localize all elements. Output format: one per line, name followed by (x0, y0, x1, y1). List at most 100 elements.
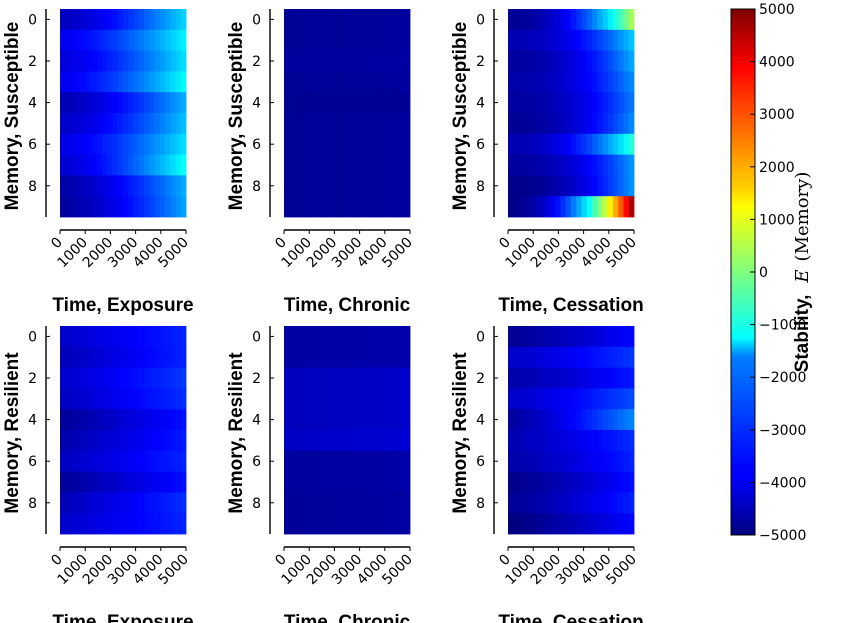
heatmap-cell (618, 50, 624, 72)
heatmap-cell (159, 409, 166, 431)
heatmap-cell (331, 388, 337, 410)
heatmap-cell (159, 492, 166, 514)
heatmap-cell (165, 50, 171, 72)
heatmap-cell (112, 50, 119, 72)
heatmap-cell (394, 471, 400, 493)
heatmap-cell (628, 92, 635, 114)
heatmap-cell (81, 196, 87, 218)
heatmap-cell (592, 92, 598, 114)
heatmap-cell (623, 346, 630, 368)
heatmap-cell (294, 29, 301, 51)
heatmap-stripe (306, 9, 308, 217)
heatmap-stripe (383, 326, 385, 534)
heatmap-cell (394, 71, 400, 93)
heatmap-cell (555, 471, 561, 493)
heatmap-cell (602, 9, 609, 31)
y-axis-label: Memory, Susceptible (450, 22, 471, 211)
heatmap-cell (592, 367, 598, 389)
heatmap-cell (347, 450, 353, 472)
heatmap-cell (284, 367, 290, 389)
heatmap-cell (86, 29, 92, 51)
heatmap-cell (523, 409, 530, 431)
heatmap-cell (539, 492, 546, 514)
heatmap-stripe (292, 326, 294, 534)
heatmap-cell (81, 92, 87, 114)
heatmap-cell (523, 175, 530, 197)
heatmap-cell (144, 471, 150, 493)
heatmap-cell (315, 113, 322, 135)
heatmap-cell (576, 9, 582, 31)
heatmap-cell (331, 50, 337, 72)
heatmap-cell (60, 409, 66, 431)
heatmap-cell (331, 492, 337, 514)
heatmap-cell (138, 326, 145, 348)
heatmap-cell (613, 196, 619, 218)
heatmap-cell (336, 113, 343, 135)
heatmap-cell (159, 196, 166, 218)
heatmap-cell (586, 29, 593, 51)
heatmap-cell (586, 492, 593, 514)
heatmap-cell (592, 71, 598, 93)
heatmap-cell (310, 71, 316, 93)
heatmap-cell (534, 513, 540, 535)
heatmap-cell (352, 133, 358, 155)
heatmap-cell (571, 29, 577, 51)
heatmap-cell (341, 113, 348, 135)
y-tick-label: 6 (252, 137, 261, 153)
heatmap-cell (378, 50, 385, 72)
heatmap-cell (362, 471, 369, 493)
heatmap-cell (560, 326, 567, 348)
heatmap-cell (294, 471, 301, 493)
heatmap-cell (180, 388, 187, 410)
heatmap-cell (394, 133, 400, 155)
heatmap-stripe (357, 9, 359, 217)
heatmap-cell (518, 346, 525, 368)
heatmap-cell (60, 346, 66, 368)
heatmap-cell (107, 388, 113, 410)
heatmap-cell (81, 430, 87, 452)
heatmap-cell (310, 513, 316, 535)
heatmap-cell (128, 346, 134, 368)
heatmap-cell (544, 92, 551, 114)
heatmap-cell (170, 388, 176, 410)
heatmap-cell (534, 367, 540, 389)
heatmap-cell (571, 450, 577, 472)
colorbar-tick-label: −4000 (759, 475, 806, 491)
heatmap-cell (571, 196, 577, 218)
heatmap-cell (165, 92, 171, 114)
heatmap-cell (331, 513, 337, 535)
heatmap-cell (357, 154, 364, 176)
heatmap-cell (362, 175, 369, 197)
heatmap-cell (165, 154, 171, 176)
heatmap-cell (133, 409, 140, 431)
heatmap-cell (544, 175, 551, 197)
heatmap-cell (389, 492, 395, 514)
heatmap-cell (91, 326, 98, 348)
heatmap-cell (404, 471, 411, 493)
heatmap-cell (607, 346, 614, 368)
heatmap-cell (81, 71, 87, 93)
heatmap-cell (175, 513, 182, 535)
heatmap-cell (144, 367, 150, 389)
heatmap-cell (607, 471, 614, 493)
heatmap-cell (513, 450, 519, 472)
heatmap-cell (70, 92, 77, 114)
heatmap-cell (299, 326, 306, 348)
heatmap-cell (347, 133, 353, 155)
heatmap-cell (352, 388, 358, 410)
heatmap-cell (341, 92, 348, 114)
heatmap-cell (571, 492, 577, 514)
heatmap-cell (550, 71, 556, 93)
heatmap-cell (81, 50, 87, 72)
heatmap-cell (128, 492, 134, 514)
heatmap-cell (389, 471, 395, 493)
heatmap-cell (117, 513, 124, 535)
heatmap-cell (112, 196, 119, 218)
heatmap-cell (534, 196, 540, 218)
heatmap-cell (383, 196, 390, 218)
heatmap-cell (623, 9, 630, 31)
heatmap-cell (544, 9, 551, 31)
heatmap-cell (159, 29, 166, 51)
heatmap-cell (362, 29, 369, 51)
